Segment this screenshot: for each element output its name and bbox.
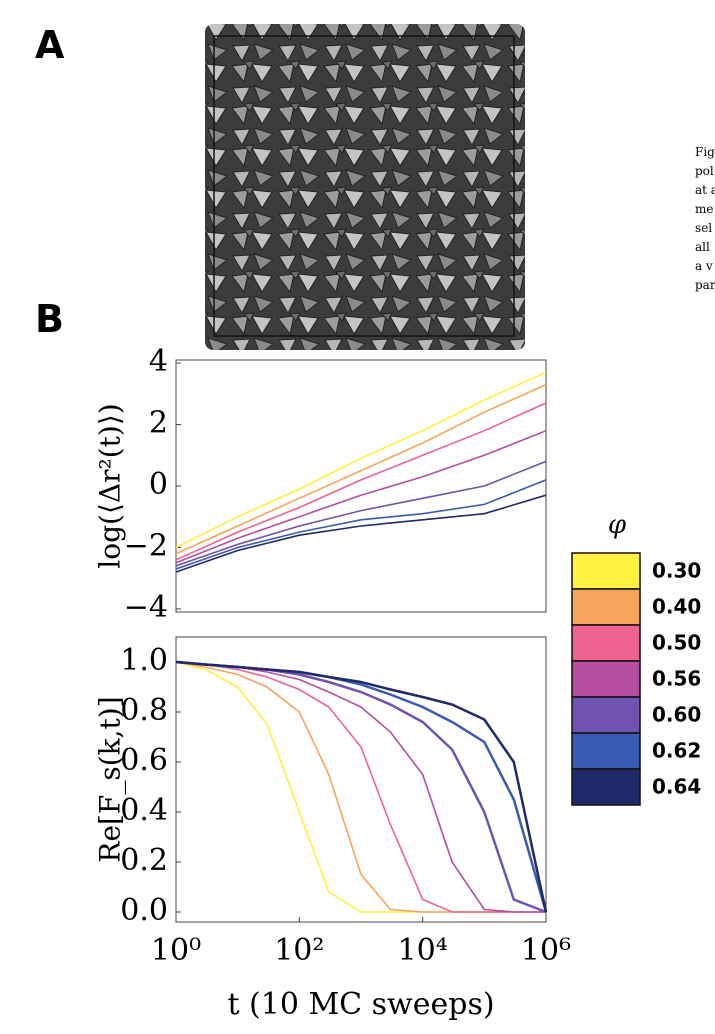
panel-label: A xyxy=(35,23,65,67)
series-line xyxy=(175,661,546,913)
legend-label: 0.50 xyxy=(652,631,701,655)
legend-swatch xyxy=(571,552,641,590)
x-axis-label: t (10 MC sweeps) xyxy=(227,987,494,1022)
series-line xyxy=(175,429,547,564)
particle-snapshot xyxy=(205,24,525,350)
caption-line: all xyxy=(695,240,710,254)
y-tick-label: 0.4 xyxy=(120,793,168,828)
legend-swatch xyxy=(571,660,641,698)
y-tick-label: −2 xyxy=(124,528,168,563)
x-tick-label: 10⁶ xyxy=(521,933,571,968)
series-line xyxy=(175,660,548,913)
caption-line: Fig xyxy=(695,145,715,159)
caption-line: at a xyxy=(695,183,715,197)
series-line xyxy=(175,402,547,561)
legend-swatch xyxy=(571,768,641,806)
y-tick-label: 0.2 xyxy=(120,843,168,878)
legend-label: 0.40 xyxy=(652,595,701,619)
y-tick-label: 0 xyxy=(149,467,168,502)
y-tick-label: 0.6 xyxy=(120,743,168,778)
x-tick-label: 10² xyxy=(274,933,324,968)
legend-swatch xyxy=(571,588,641,626)
legend-title: φ xyxy=(608,510,627,540)
legend-label: 0.62 xyxy=(652,739,701,763)
y-tick-label: 1.0 xyxy=(120,643,168,678)
series-line xyxy=(175,661,546,913)
caption-line: pol xyxy=(695,164,714,178)
caption: Fig pol at a me sel all a v par xyxy=(695,145,715,292)
simulation-box xyxy=(213,35,515,337)
caption-line: a v xyxy=(695,259,713,273)
y-tick-label: 0.0 xyxy=(120,893,168,928)
x-tick-label: 10⁰ xyxy=(151,933,201,968)
x-tick-label: 10⁴ xyxy=(398,933,448,968)
legend-swatch xyxy=(571,732,641,770)
series-line xyxy=(175,494,547,573)
series-line xyxy=(175,479,547,570)
plot-frame xyxy=(175,636,547,923)
legend-label: 0.30 xyxy=(652,559,701,583)
y-tick-label: −4 xyxy=(124,590,168,625)
series-line xyxy=(175,383,547,555)
legend-label: 0.56 xyxy=(652,667,701,691)
legend-swatch xyxy=(571,696,641,734)
y-axis-label: log(⟨Δr²(t)⟩) xyxy=(94,403,127,568)
y-tick-label: 0.8 xyxy=(120,693,168,728)
caption-line: sel xyxy=(695,221,712,235)
caption-line: me xyxy=(695,202,713,216)
y-axis-label: Re[F_s(k,t)] xyxy=(94,696,127,862)
series-line xyxy=(175,460,547,567)
legend-label: 0.64 xyxy=(652,775,701,799)
panel-label: B xyxy=(35,297,64,341)
y-tick-label: 4 xyxy=(149,344,168,379)
series-line xyxy=(175,371,547,549)
legend-swatch xyxy=(571,624,641,662)
plots: 4 2 0 −2 −4 log(⟨Δr²(t)⟩) 1.0 0.8 0.6 0.4 0.2 0.0 10… xyxy=(94,344,702,1022)
legend-label: 0.60 xyxy=(652,703,701,727)
caption-line: par xyxy=(695,278,715,292)
y-tick-label: 2 xyxy=(149,406,168,441)
